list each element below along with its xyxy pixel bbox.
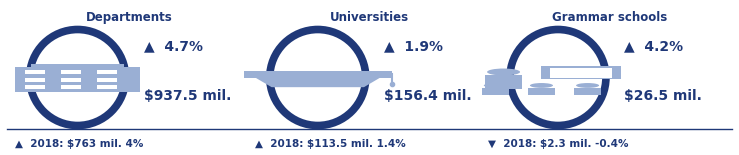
FancyBboxPatch shape xyxy=(550,68,613,78)
FancyBboxPatch shape xyxy=(25,78,44,82)
FancyBboxPatch shape xyxy=(32,64,123,67)
FancyBboxPatch shape xyxy=(482,88,508,95)
Polygon shape xyxy=(255,78,381,87)
Text: ▲  4.7%: ▲ 4.7% xyxy=(144,40,203,53)
Text: Departments: Departments xyxy=(86,11,173,24)
Text: Universities: Universities xyxy=(330,11,409,24)
FancyBboxPatch shape xyxy=(15,67,140,92)
FancyBboxPatch shape xyxy=(25,85,44,89)
Ellipse shape xyxy=(30,29,126,126)
Text: $156.4 mil.: $156.4 mil. xyxy=(384,89,472,103)
FancyBboxPatch shape xyxy=(574,88,601,95)
Circle shape xyxy=(530,83,553,88)
Text: ▲  2018: $763 mil. 4%: ▲ 2018: $763 mil. 4% xyxy=(15,139,143,149)
Circle shape xyxy=(487,69,520,75)
FancyBboxPatch shape xyxy=(25,70,44,74)
Text: $26.5 mil.: $26.5 mil. xyxy=(624,89,702,103)
Circle shape xyxy=(484,83,507,88)
Text: Grammar schools: Grammar schools xyxy=(552,11,667,24)
FancyBboxPatch shape xyxy=(61,78,81,82)
FancyBboxPatch shape xyxy=(486,75,522,89)
Circle shape xyxy=(576,83,599,88)
Text: ▲  1.9%: ▲ 1.9% xyxy=(384,40,443,53)
Ellipse shape xyxy=(270,29,366,126)
Text: ▲  4.2%: ▲ 4.2% xyxy=(624,40,684,53)
Text: ▲  2018: $113.5 mil. 1.4%: ▲ 2018: $113.5 mil. 1.4% xyxy=(255,139,406,149)
FancyBboxPatch shape xyxy=(528,88,555,95)
FancyBboxPatch shape xyxy=(98,78,118,82)
Text: ▼  2018: $2.3 mil. -0.4%: ▼ 2018: $2.3 mil. -0.4% xyxy=(488,139,628,149)
Ellipse shape xyxy=(510,29,606,126)
FancyBboxPatch shape xyxy=(98,70,118,74)
FancyBboxPatch shape xyxy=(244,71,392,78)
FancyBboxPatch shape xyxy=(61,70,81,74)
FancyBboxPatch shape xyxy=(98,85,118,89)
FancyBboxPatch shape xyxy=(542,66,621,79)
Text: $937.5 mil.: $937.5 mil. xyxy=(144,89,231,103)
FancyBboxPatch shape xyxy=(61,85,81,89)
